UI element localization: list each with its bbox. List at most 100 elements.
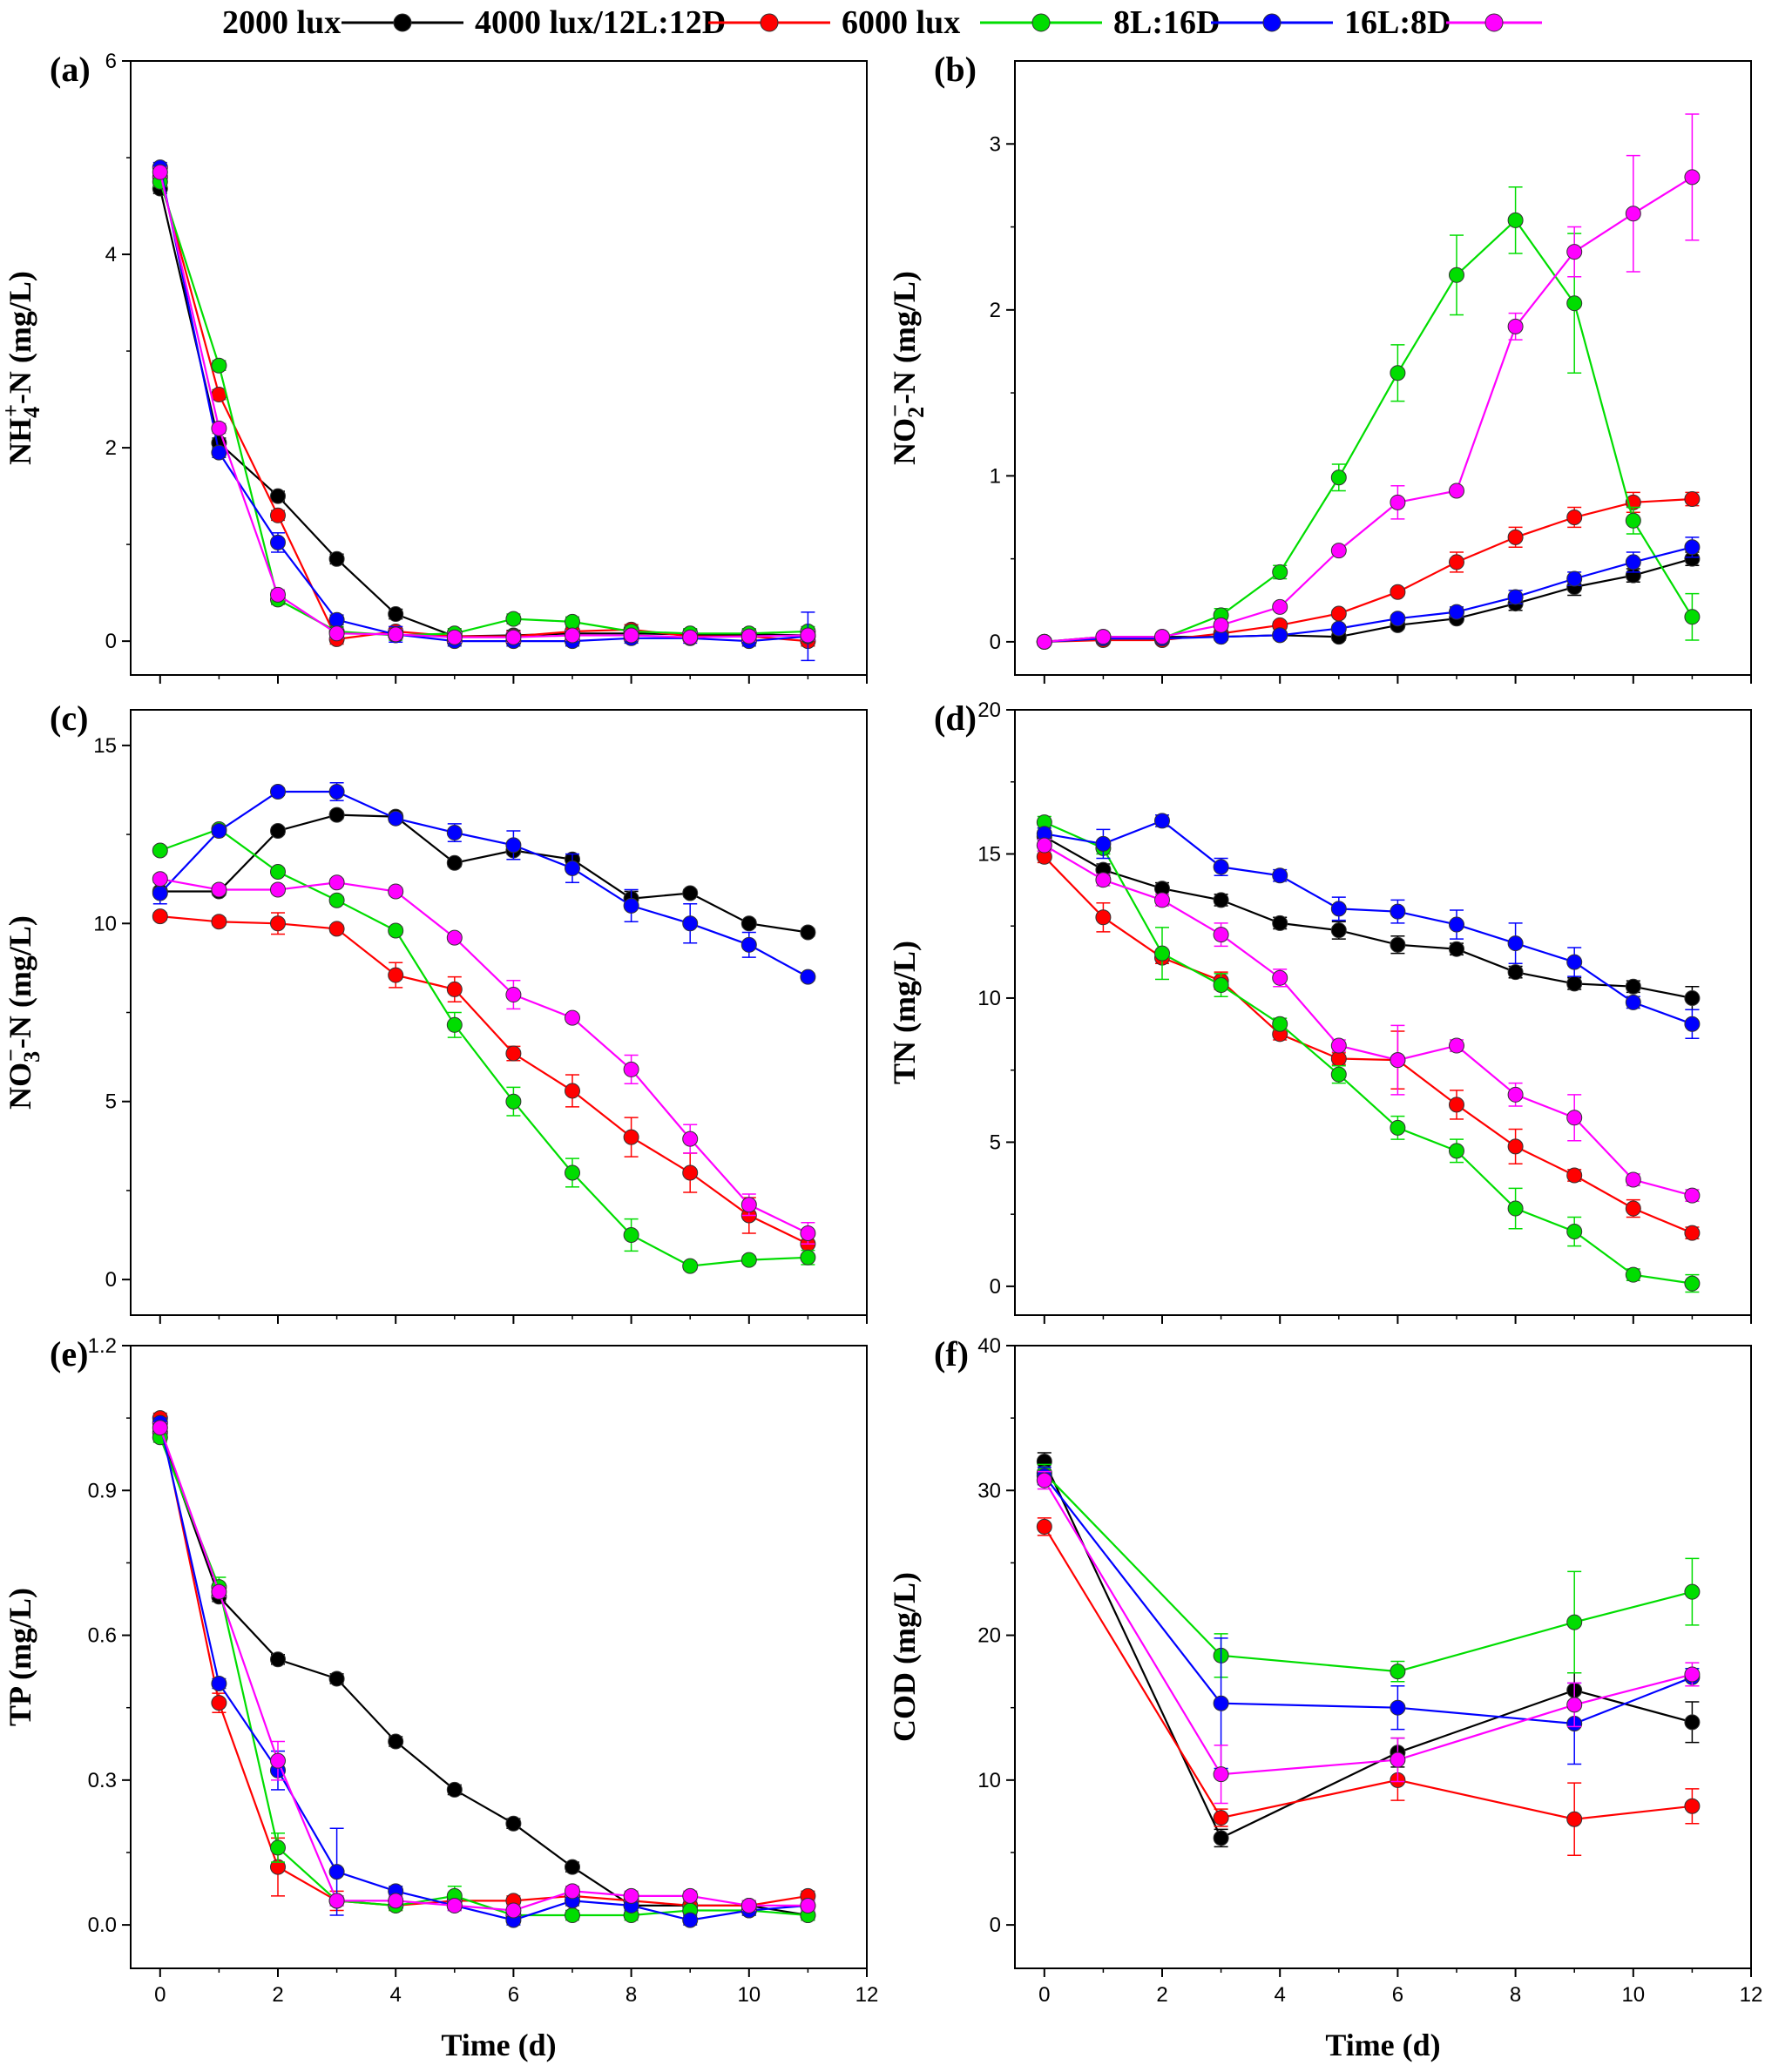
series-line-16l-8d (1044, 176, 1693, 643)
data-point (328, 1893, 345, 1909)
data-point (1449, 1037, 1464, 1054)
data-point (152, 885, 168, 901)
x-tick-label: 0 (154, 1983, 166, 2007)
data-point (1272, 1016, 1288, 1032)
y-tick-label: 1.2 (88, 1334, 117, 1358)
data-point (505, 987, 522, 1003)
data-point (1213, 1766, 1229, 1783)
data-point (1566, 954, 1583, 970)
data-point (1684, 1583, 1701, 1600)
plot-frame (1014, 1345, 1752, 1969)
data-point (505, 1093, 522, 1110)
data-point (328, 784, 345, 800)
y-axis-label: NH4+-N (mg/L) (0, 271, 44, 465)
legend-label-16l-8d: 16L:8D (1344, 4, 1451, 41)
data-point (1684, 1666, 1701, 1683)
data-point (1625, 206, 1641, 222)
data-point (740, 1897, 757, 1913)
y-axis-label-main: TP (mg/L) (3, 1588, 37, 1726)
data-point (446, 1016, 463, 1033)
data-point (1625, 512, 1641, 529)
data-point (270, 784, 286, 800)
data-point (800, 1897, 816, 1913)
data-point (1330, 620, 1347, 637)
chart-panel-c: (c) 0 5 10 15 NO3−-N (mg/L) (0, 699, 868, 1324)
data-point (800, 969, 816, 985)
data-point (1625, 1266, 1641, 1283)
data-point (623, 1227, 639, 1244)
x-axis-label: Time (d) (441, 2028, 556, 2062)
data-point (328, 625, 345, 642)
series-8l-16d (152, 159, 816, 662)
data-point (1390, 611, 1406, 627)
series-16l-8d (152, 1420, 816, 1919)
y-axis-label-rest: -N (mg/L) (3, 915, 37, 1049)
y-tick-label: 5 (990, 1130, 1001, 1154)
y-tick-label: 2 (105, 436, 117, 460)
series-2000-lux (1036, 550, 1701, 650)
series-2000-lux (152, 807, 816, 941)
series-line-16l-8d (159, 172, 808, 638)
data-point (270, 823, 286, 839)
y-axis-label-superscript: − (0, 1049, 24, 1062)
series-line-2000-lux (159, 1432, 808, 1917)
data-point (446, 929, 463, 946)
series-line-4000-lux-12l-12d (159, 176, 808, 643)
data-point (211, 823, 227, 839)
chart-panel-e: (e) 0.0 0.3 0.6 0.9 1.2 0 2 4 6 8 10 12 TP (mg/L) Time… (3, 1334, 878, 2062)
plot-frame (130, 709, 868, 1316)
series-4000-lux-12l-12d (152, 169, 816, 650)
data-point (1330, 922, 1347, 939)
data-point (1449, 1097, 1464, 1113)
data-point (682, 629, 699, 645)
data-point (446, 1897, 463, 1913)
data-point (270, 915, 286, 932)
y-tick-label: 0 (990, 1275, 1001, 1299)
data-point (1390, 494, 1406, 510)
data-point (1390, 584, 1406, 600)
series-2000-lux (1036, 828, 1701, 1010)
data-point (565, 1164, 580, 1181)
data-point (1566, 975, 1583, 992)
y-tick-label: 30 (977, 1479, 1001, 1502)
series-4000-lux-12l-12d (152, 1410, 816, 1913)
data-point (270, 488, 286, 504)
data-point (211, 1583, 227, 1600)
data-point (446, 981, 463, 997)
x-tick-label: 12 (855, 1983, 879, 2007)
y-tick-label: 0 (990, 631, 1001, 654)
data-point (388, 967, 404, 983)
series-2000-lux (1036, 1452, 1701, 1848)
data-point (328, 550, 345, 567)
y-tick-label: 15 (977, 842, 1001, 866)
data-point (1625, 1200, 1641, 1217)
series-line-16l-8d (1043, 1480, 1693, 1776)
data-point (1507, 1200, 1524, 1217)
data-point (211, 357, 227, 374)
series-6000-lux (152, 173, 816, 644)
data-point (565, 627, 580, 644)
series-line-6000-lux (159, 181, 808, 637)
data-point (328, 1864, 345, 1880)
y-axis-label-superscript: − (882, 404, 908, 417)
series-line-8l-16d (159, 1422, 808, 1921)
series-line-6000-lux (159, 827, 808, 1267)
series-2000-lux (152, 1424, 816, 1924)
data-point (1390, 365, 1406, 381)
panel-label: (d) (934, 699, 977, 738)
data-point (211, 881, 227, 898)
data-point (565, 1859, 580, 1875)
series-16l-8d (152, 164, 816, 645)
data-point (1154, 945, 1170, 962)
data-point (1684, 1275, 1701, 1292)
data-point (1154, 813, 1170, 829)
data-point (1154, 629, 1170, 645)
series-16l-8d (1036, 113, 1701, 650)
data-point (152, 871, 168, 888)
data-point (1095, 909, 1112, 926)
series-6000-lux (152, 1429, 816, 1924)
plot-frame (1014, 709, 1752, 1316)
data-point (1684, 1225, 1701, 1241)
